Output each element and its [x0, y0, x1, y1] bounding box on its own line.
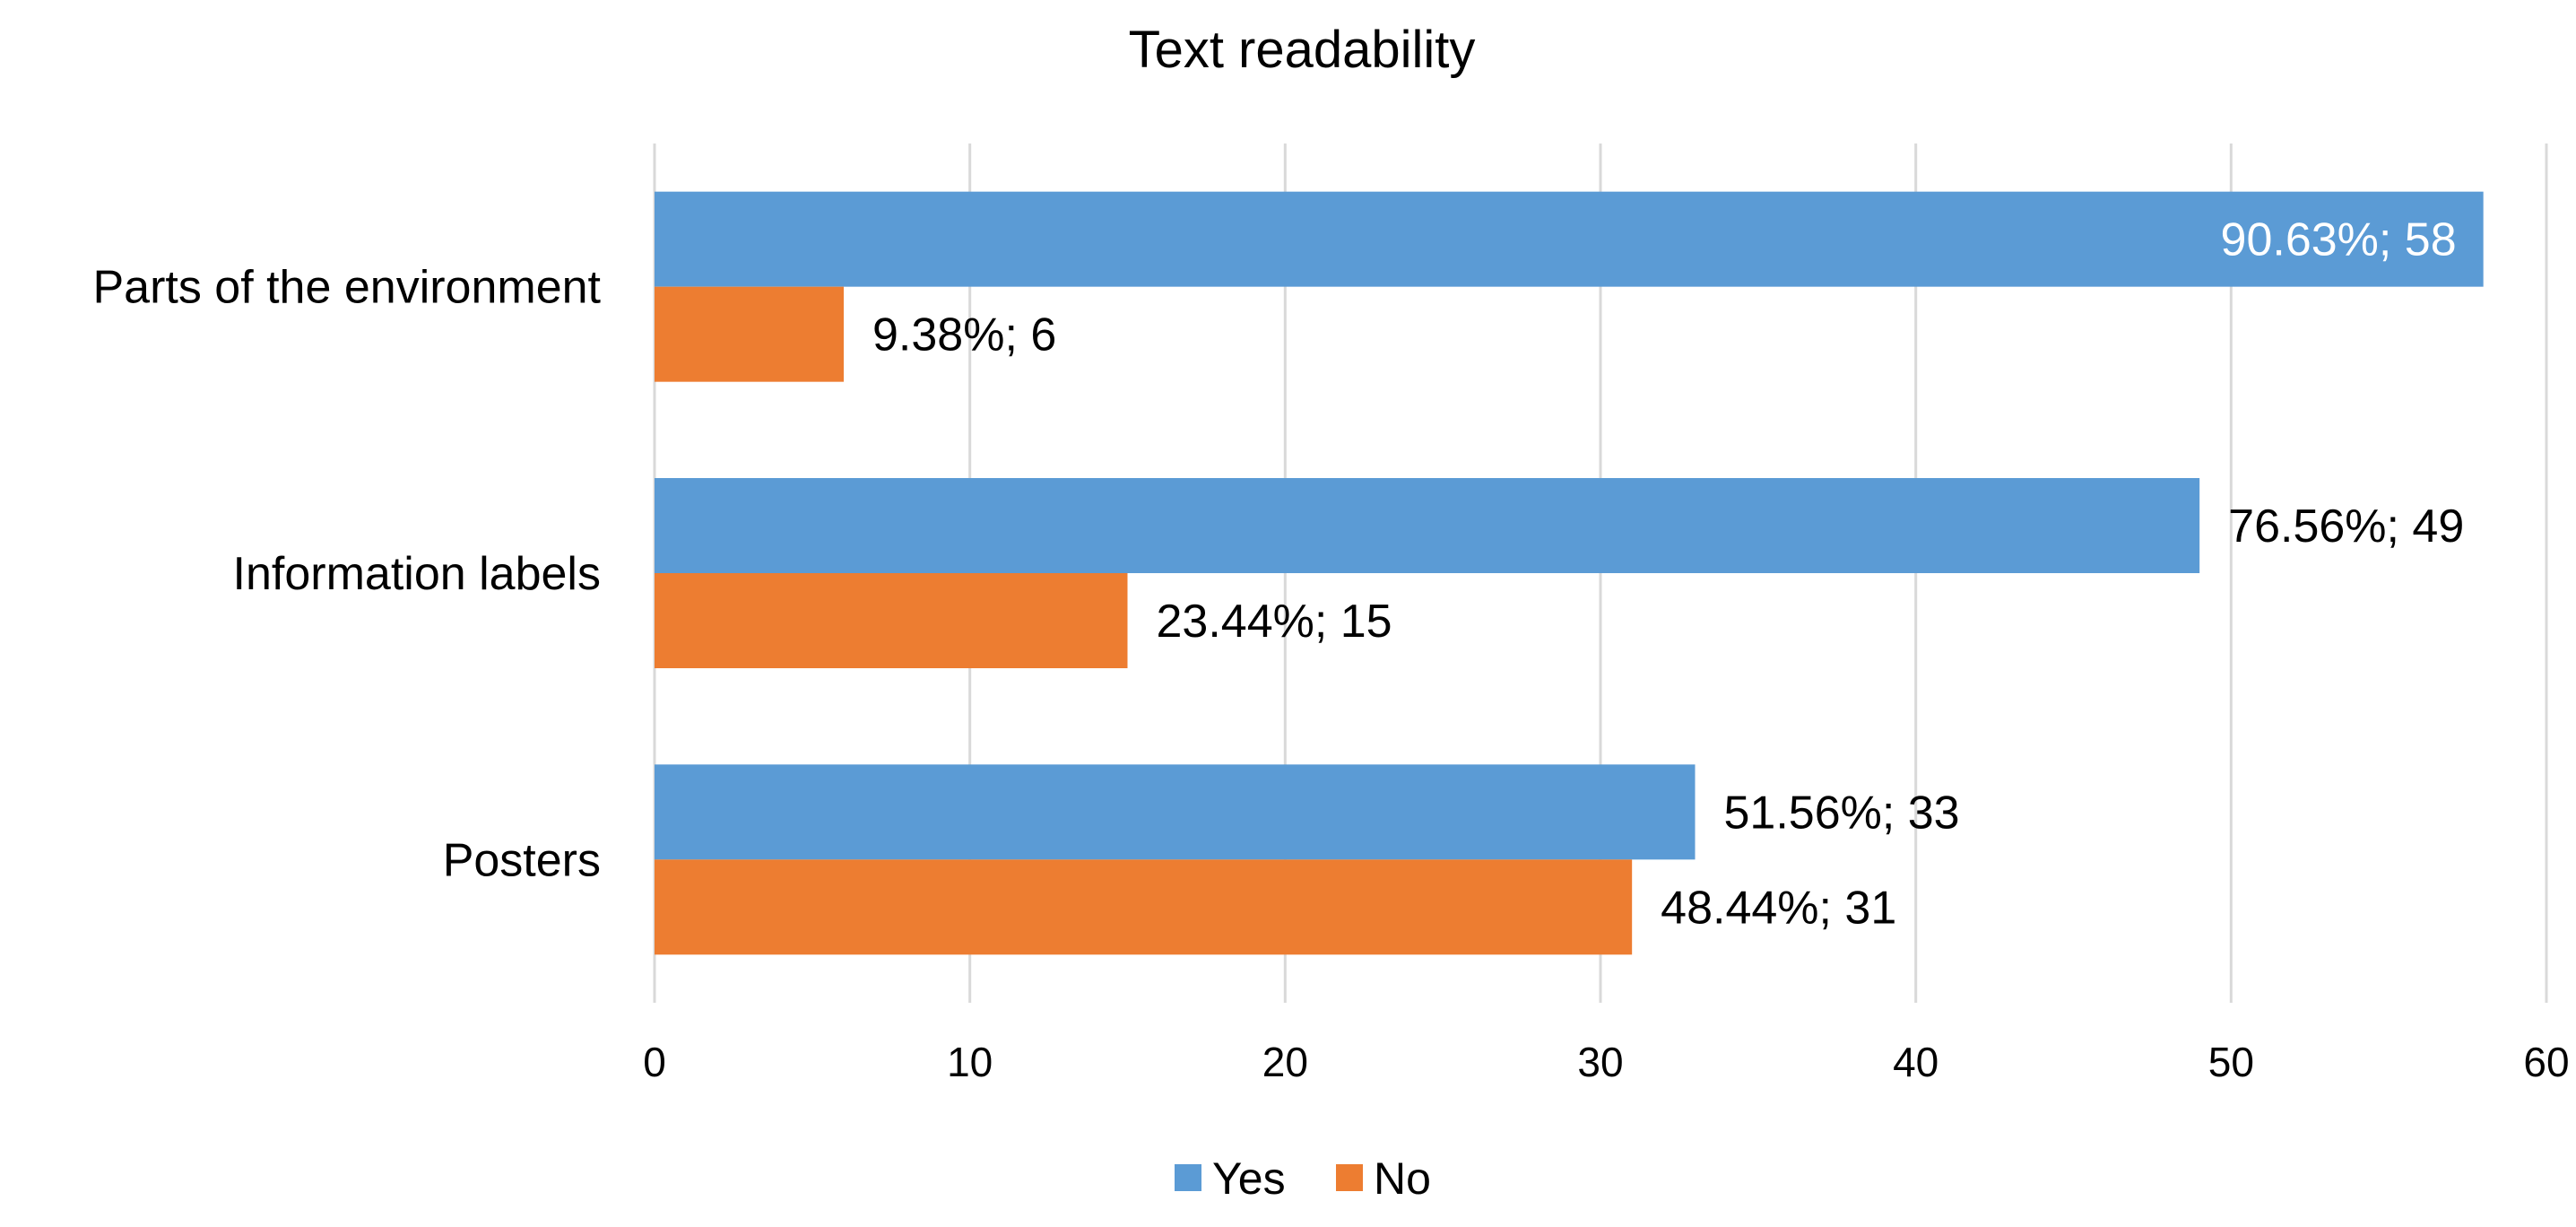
category-label: Posters	[443, 834, 601, 886]
data-label: 76.56%; 49	[2228, 500, 2464, 553]
x-tick-label: 40	[1893, 1039, 1939, 1085]
data-label: 51.56%; 33	[1724, 787, 1960, 839]
x-tick-label: 20	[1262, 1039, 1308, 1085]
bars	[655, 191, 2484, 955]
x-tick-label: 50	[2208, 1039, 2254, 1085]
category-label: Parts of the environment	[92, 262, 601, 314]
x-axis-tick-labels: 0 10 20 30 40 50 60	[643, 1039, 2569, 1085]
data-label: 48.44%; 31	[1661, 882, 1896, 934]
bar-yes	[655, 191, 2484, 287]
x-tick-label: 60	[2523, 1039, 2569, 1085]
data-label: 9.38%; 6	[872, 309, 1056, 361]
bar-no	[655, 286, 844, 382]
bar-yes	[655, 478, 2200, 573]
data-label: 90.63%; 58	[2221, 214, 2457, 266]
chart-title: Text readability	[1129, 21, 1476, 79]
data-labels: 90.63%; 58 9.38%; 6 76.56%; 49 23.44%; 15 51…	[872, 214, 2464, 935]
bar-no	[655, 859, 1633, 955]
bar-yes	[655, 764, 1696, 860]
data-label: 23.44%; 15	[1157, 596, 1392, 648]
legend-swatch-no	[1336, 1164, 1363, 1191]
x-tick-label: 0	[643, 1039, 666, 1085]
category-label: Information labels	[233, 548, 601, 600]
legend-label: No	[1374, 1153, 1431, 1204]
legend: Yes No	[1175, 1153, 1431, 1204]
x-tick-label: 30	[1577, 1039, 1623, 1085]
legend-swatch-yes	[1175, 1164, 1201, 1191]
legend-label: Yes	[1212, 1153, 1286, 1204]
bar-no	[655, 573, 1128, 668]
x-tick-label: 10	[947, 1039, 993, 1085]
category-labels: Parts of the environment Information labe…	[92, 262, 601, 887]
